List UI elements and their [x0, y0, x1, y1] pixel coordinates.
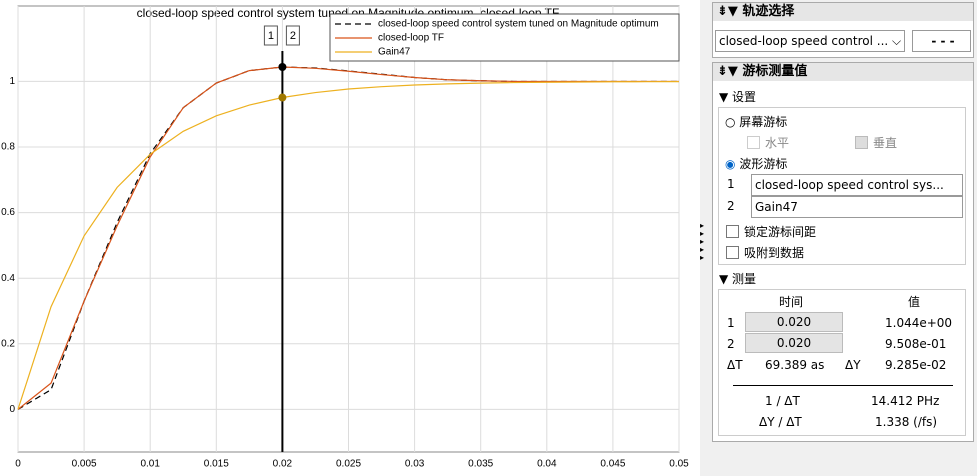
x-tick-label: 0.025 — [336, 459, 361, 470]
cursor-point — [278, 93, 287, 102]
value-cell: 1.044e+00 — [885, 316, 953, 330]
chart: closed-loop speed control system tuned o… — [0, 0, 700, 476]
x-tick-label: 0.01 — [140, 459, 160, 470]
cursor-index: 1 — [727, 177, 735, 191]
trace-dropdown[interactable]: closed-loop speed control ... ⌵ — [715, 30, 905, 52]
trace-select-panel: ⇟▼ 轨迹选择 closed-loop speed control ... ⌵ … — [712, 2, 974, 58]
cursor-tag — [285, 25, 300, 46]
x-tick-label: 0.05 — [669, 459, 689, 470]
divider — [733, 385, 953, 386]
derived-value: 1.338 (/fs) — [875, 415, 938, 429]
cursor1-dropdown[interactable]: closed-loop speed control sys... — [751, 174, 963, 196]
cursor-tag — [263, 25, 278, 46]
legend-label: closed-loop TF — [378, 33, 444, 44]
cursor-point — [278, 62, 287, 71]
checkbox[interactable] — [726, 225, 739, 238]
delta-value: 69.389 as — [765, 358, 825, 372]
checkbox-label: 垂直 — [873, 136, 898, 150]
derived-value: 14.412 PHz — [871, 394, 940, 408]
dropdown-text: Gain47 — [755, 200, 798, 214]
checkbox-label: 吸附到数据 — [744, 246, 805, 260]
legend-label: closed-loop speed control system tuned o… — [378, 19, 659, 30]
delta-label: ΔT — [727, 358, 743, 372]
radio-waveform[interactable]: ◉ 波形游标 — [725, 157, 788, 171]
x-tick-label: 0.03 — [405, 459, 425, 470]
column-header: 值 — [908, 295, 921, 309]
derived-label: ΔY / ΔT — [759, 415, 802, 429]
delta-value: 9.285e-02 — [885, 358, 947, 372]
panel-title: 轨迹选择 — [742, 4, 795, 19]
checkbox-label: 锁定游标间距 — [744, 225, 817, 239]
time-cell: 0.020 — [745, 333, 843, 353]
dropdown-text: closed-loop speed control sys... — [755, 178, 944, 192]
x-tick-label: 0.015 — [204, 459, 229, 470]
series-line — [17, 66, 679, 410]
section-title: ▼ 测量 — [719, 272, 757, 286]
panel-toggle[interactable]: ▸ ▸ ▸ ▸ ▸ — [700, 221, 705, 262]
dropdown-text: closed-loop speed control ... — [719, 34, 889, 48]
line-style-button[interactable]: - - - — [912, 30, 971, 52]
panel-header: ⇟▼ 游标测量值 — [713, 63, 973, 81]
checkbox[interactable] — [726, 246, 739, 259]
x-tick-label: 0 — [15, 459, 21, 470]
legend-box — [329, 13, 680, 62]
cursor-index: 2 — [727, 199, 735, 213]
checkbox[interactable] — [855, 136, 868, 149]
time-cell: 0.020 — [745, 312, 843, 332]
series-line — [17, 80, 680, 410]
section-text: 设置 — [732, 90, 757, 104]
y-tick-label: 0.4 — [1, 273, 15, 284]
x-tick-label: 0.04 — [537, 459, 557, 470]
checkbox-label: 水平 — [765, 136, 790, 150]
y-tick-label: 0.8 — [1, 142, 15, 153]
radio-screen[interactable]: ○ 屏幕游标 — [725, 115, 788, 129]
y-tick-label: 0.6 — [1, 207, 15, 218]
cursor-tag-label: 2 — [290, 30, 296, 42]
panel-title: 游标测量值 — [742, 64, 808, 79]
y-tick-label: 1 — [9, 76, 15, 87]
section-title: ▼ 设置 — [719, 90, 757, 104]
value-cell: 9.508e-01 — [885, 337, 947, 351]
x-tick-label: 0.02 — [273, 459, 293, 470]
section-text: 测量 — [732, 272, 757, 286]
delta-label: ΔY — [845, 358, 861, 372]
cursor-panel: ⇟▼ 游标测量值 ▼ 设置 ○ 屏幕游标 水平 垂直 ◉ 波形游标 1 clos… — [712, 62, 974, 442]
y-tick-label: 0 — [9, 404, 15, 415]
column-header: 时间 — [779, 295, 804, 309]
panel-header: ⇟▼ 轨迹选择 — [713, 3, 973, 21]
radio-label: 波形游标 — [739, 157, 788, 171]
checkbox[interactable] — [747, 136, 760, 149]
legend-label: Gain47 — [378, 47, 411, 58]
x-tick-label: 0.035 — [468, 459, 493, 470]
x-tick-label: 0.045 — [600, 459, 625, 470]
series-line — [17, 66, 679, 410]
cursor-tag-label: 1 — [268, 30, 274, 42]
radio-label: 屏幕游标 — [739, 115, 788, 129]
y-tick-label: 0.2 — [1, 338, 15, 349]
derived-label: 1 / ΔT — [765, 394, 800, 408]
row-label: 1 — [727, 316, 735, 330]
x-tick-label: 0.005 — [72, 459, 97, 470]
row-label: 2 — [727, 337, 735, 351]
cursor2-dropdown[interactable]: Gain47 — [751, 196, 963, 218]
